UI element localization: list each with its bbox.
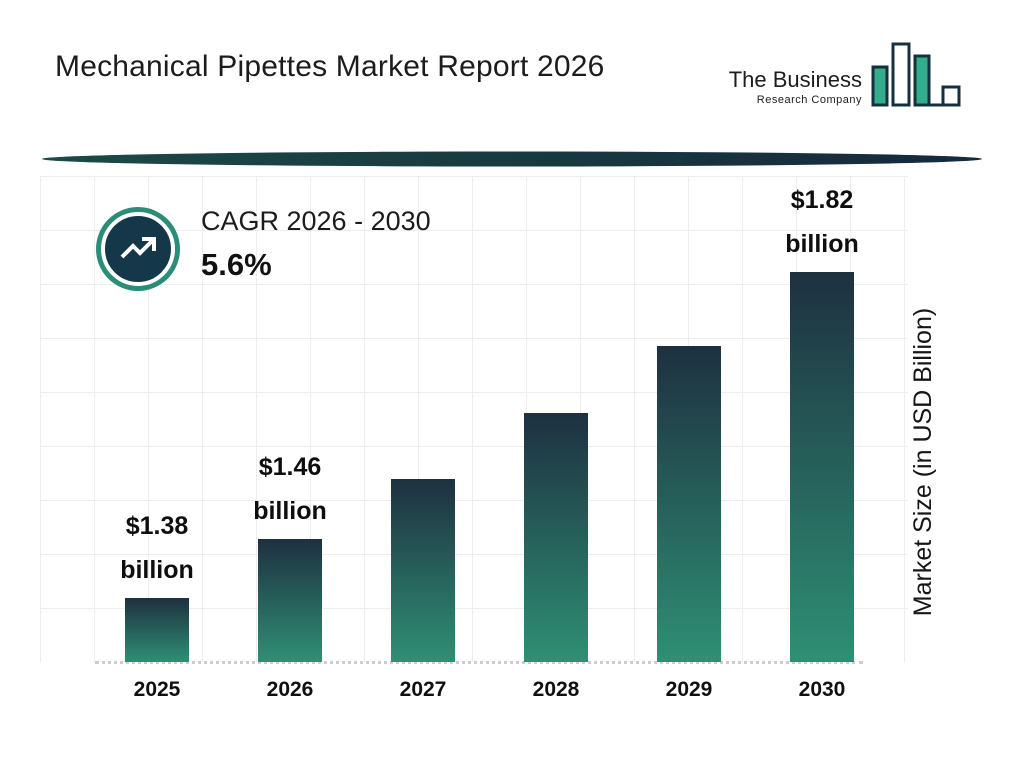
bar-chart: CAGR 2026 - 2030 5.6% $1.38 billion 2025 $1… [40, 176, 908, 701]
logo-text: The Business Research Company [729, 67, 862, 106]
logo-line2: Research Company [756, 94, 862, 106]
bar-chart-logo-icon [870, 40, 962, 115]
trend-up-icon [101, 212, 175, 286]
x-axis-label-2026: 2026 [266, 678, 314, 701]
cagr-badge: CAGR 2026 - 2030 5.6% [95, 206, 431, 286]
cagr-texts: CAGR 2026 - 2030 5.6% [201, 206, 431, 283]
bar-2028 [524, 413, 588, 662]
bar-2029 [657, 346, 721, 662]
bar-2030 [790, 272, 854, 662]
company-logo: The Business Research Company [729, 40, 962, 115]
page-title: Mechanical Pipettes Market Report 2026 [55, 50, 605, 83]
x-axis-label-2030: 2030 [798, 678, 846, 701]
x-axis-baseline [95, 661, 863, 664]
bar-value-label-2025: $1.38 billion [120, 512, 194, 584]
bar-value-label-2030: $1.82 billion [785, 186, 859, 258]
cagr-label: CAGR 2026 - 2030 [201, 206, 431, 236]
x-axis-label-2027: 2027 [399, 678, 447, 701]
cagr-value: 5.6% [201, 247, 272, 282]
y-axis-title: Market Size (in USD Billion) [909, 307, 937, 617]
bar-2026 [258, 539, 322, 662]
x-axis-label-2029: 2029 [665, 678, 713, 701]
logo-line1: The Business [728, 67, 862, 92]
bar-2027 [391, 479, 455, 662]
divider-line [42, 151, 982, 167]
bar-2025 [125, 598, 189, 662]
bar-value-label-2026: $1.46 billion [253, 453, 327, 525]
x-axis-label-2028: 2028 [532, 678, 580, 701]
x-axis-label-2025: 2025 [133, 678, 181, 701]
